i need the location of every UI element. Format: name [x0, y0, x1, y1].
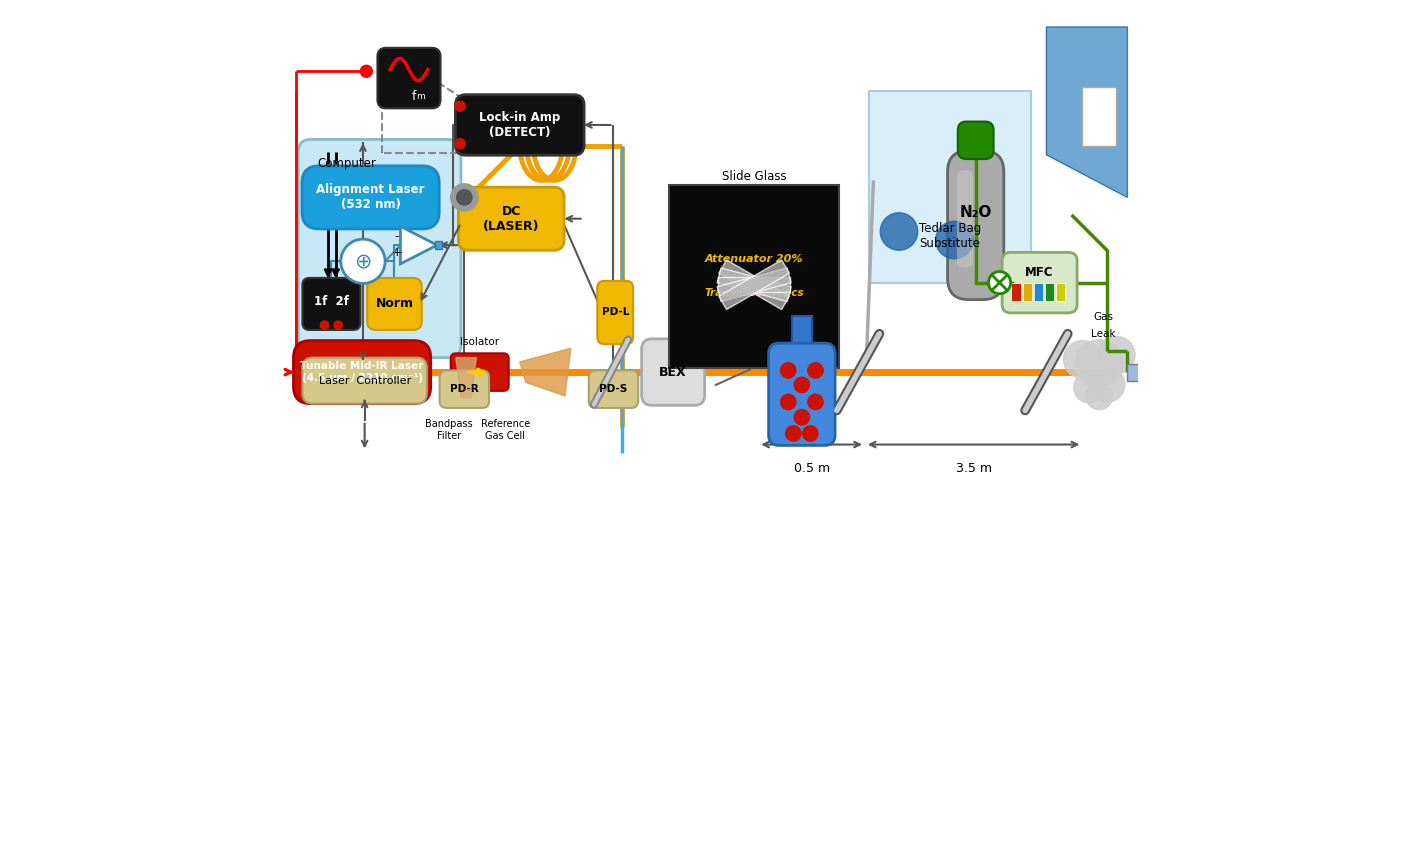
Bar [1033, 283, 1043, 301]
Bar [791, 315, 813, 348]
Circle shape [360, 65, 373, 77]
Text: Reference
Gas Cell: Reference Gas Cell [481, 419, 529, 441]
Text: 0.5 m: 0.5 m [794, 462, 830, 475]
Bar [1056, 283, 1066, 301]
Circle shape [803, 426, 818, 441]
FancyBboxPatch shape [303, 357, 427, 404]
Text: Isolator: Isolator [460, 337, 499, 347]
Text: Computer: Computer [317, 157, 377, 170]
Text: MFC: MFC [1026, 266, 1054, 279]
Text: Transmission/pcs: Transmission/pcs [704, 288, 804, 298]
Polygon shape [717, 268, 791, 302]
Polygon shape [1046, 27, 1127, 198]
Text: Lock-in Amp
(DETECT): Lock-in Amp (DETECT) [480, 111, 561, 139]
Circle shape [455, 101, 465, 111]
Polygon shape [719, 260, 790, 310]
FancyBboxPatch shape [589, 370, 638, 408]
Text: ⊕: ⊕ [354, 251, 371, 271]
Circle shape [1097, 336, 1136, 374]
Text: Attenuator 20%: Attenuator 20% [704, 254, 804, 264]
FancyBboxPatch shape [598, 281, 633, 344]
FancyBboxPatch shape [367, 278, 421, 330]
Circle shape [1074, 372, 1104, 403]
FancyBboxPatch shape [293, 340, 431, 404]
Circle shape [1063, 340, 1101, 378]
FancyBboxPatch shape [956, 170, 973, 268]
Text: Slide Glass: Slide Glass [721, 169, 787, 183]
Text: N₂O: N₂O [959, 205, 992, 221]
FancyBboxPatch shape [642, 339, 704, 405]
Circle shape [457, 190, 472, 205]
Text: Gas: Gas [1093, 312, 1114, 321]
FancyBboxPatch shape [299, 139, 461, 357]
Text: Bandpass
Filter: Bandpass Filter [425, 419, 472, 441]
Bar [869, 91, 1032, 283]
Text: f: f [411, 91, 417, 103]
FancyBboxPatch shape [440, 370, 490, 408]
FancyBboxPatch shape [302, 166, 440, 229]
Circle shape [794, 377, 810, 392]
FancyBboxPatch shape [768, 343, 835, 445]
Text: Laser  Controller: Laser Controller [319, 375, 411, 386]
Circle shape [320, 321, 329, 329]
Text: BEX: BEX [659, 366, 687, 379]
Text: PD-L: PD-L [602, 308, 629, 317]
Circle shape [451, 184, 478, 211]
Text: Norm: Norm [376, 298, 414, 310]
Circle shape [334, 321, 343, 329]
Circle shape [989, 272, 1010, 294]
Bar [1044, 283, 1054, 301]
Polygon shape [455, 357, 477, 398]
Polygon shape [519, 348, 571, 396]
Bar [1083, 86, 1116, 146]
Text: Leak: Leak [1091, 329, 1116, 339]
Circle shape [1091, 368, 1124, 402]
Circle shape [781, 363, 795, 378]
Circle shape [340, 239, 386, 284]
Circle shape [781, 394, 795, 410]
Circle shape [785, 426, 801, 441]
FancyBboxPatch shape [458, 187, 564, 251]
Circle shape [808, 394, 822, 410]
Text: 1f  2f: 1f 2f [314, 295, 349, 308]
Text: Alignment Laser
(532 nm): Alignment Laser (532 nm) [316, 184, 425, 211]
Polygon shape [400, 227, 437, 264]
Polygon shape [719, 260, 790, 310]
Text: PD-R: PD-R [450, 384, 478, 394]
Circle shape [1086, 382, 1113, 410]
FancyBboxPatch shape [1002, 252, 1077, 313]
FancyBboxPatch shape [948, 150, 1003, 299]
Circle shape [455, 139, 465, 149]
Text: -: - [394, 230, 400, 243]
Text: 3.5 m: 3.5 m [956, 462, 992, 475]
Bar [1023, 283, 1032, 301]
Circle shape [881, 213, 918, 251]
Polygon shape [717, 268, 791, 302]
Circle shape [794, 410, 810, 425]
Polygon shape [717, 277, 790, 292]
Bar [1012, 283, 1020, 301]
Text: +: + [391, 246, 403, 259]
FancyBboxPatch shape [958, 121, 993, 159]
FancyBboxPatch shape [455, 95, 583, 156]
Circle shape [936, 221, 973, 259]
Text: Tedlar Bag
Substitute: Tedlar Bag Substitute [919, 221, 982, 250]
Text: Tunable Mid-IR Laser
(4.5 μm / 2210 cm⁻¹): Tunable Mid-IR Laser (4.5 μm / 2210 cm⁻¹… [300, 362, 424, 383]
Circle shape [1076, 339, 1123, 387]
Text: PD-S: PD-S [599, 384, 628, 394]
FancyBboxPatch shape [303, 278, 360, 330]
Bar [669, 185, 840, 368]
Bar [435, 241, 443, 250]
Bar [1127, 363, 1146, 380]
Text: m: m [417, 92, 425, 101]
FancyBboxPatch shape [377, 48, 441, 109]
FancyBboxPatch shape [451, 353, 508, 391]
Circle shape [808, 363, 822, 378]
Text: DC
(LASER): DC (LASER) [482, 204, 539, 233]
